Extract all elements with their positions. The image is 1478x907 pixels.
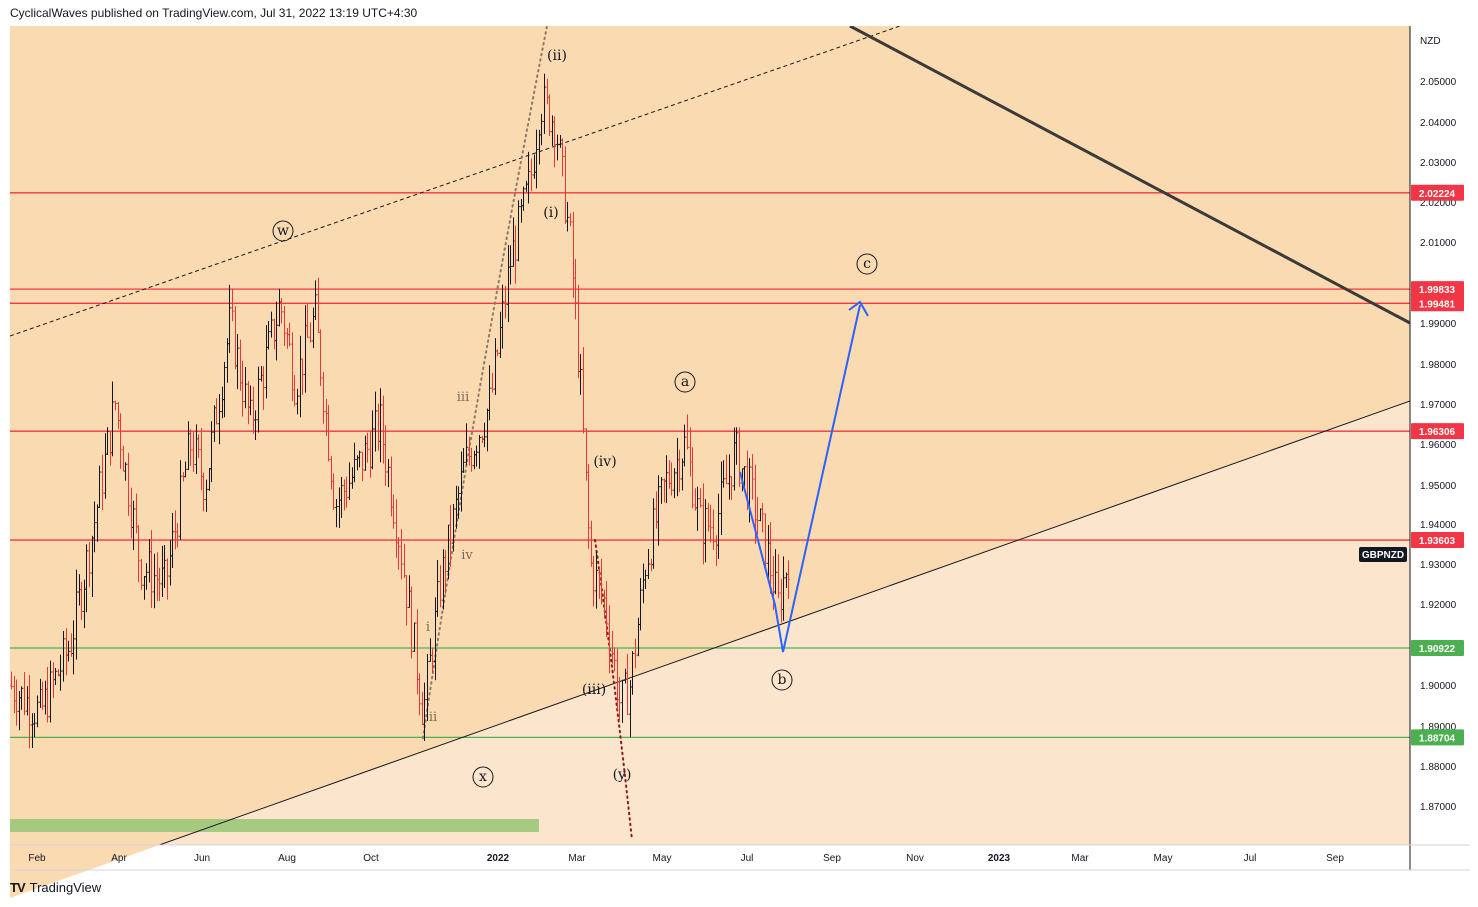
level-badge-label: 1.88704 <box>1419 733 1456 744</box>
symbol-tag <box>1359 547 1407 563</box>
time-tick-label: Mar <box>568 853 586 864</box>
time-tick-label: Mar <box>1071 853 1089 864</box>
wave-label-a: a <box>681 374 689 390</box>
price-tick-label: 1.90000 <box>1420 681 1457 692</box>
time-tick-label: Apr <box>111 853 127 864</box>
level-badge <box>1411 184 1464 201</box>
price-tick-label: 2.01000 <box>1420 238 1457 249</box>
demand-zone-box <box>10 819 539 832</box>
wave-label-paren: (ii) <box>547 48 567 64</box>
dashed-channel-line <box>10 26 901 337</box>
lower-trendline <box>157 400 1410 845</box>
level-badge-label: 1.96306 <box>1419 427 1456 438</box>
time-tick-label: 2022 <box>487 853 510 864</box>
time-tick-label: Jun <box>194 853 210 864</box>
wave-label-x: x <box>479 769 487 785</box>
wave-w-circle-icon <box>272 220 294 242</box>
price-tick-label: 1.87000 <box>1420 802 1457 813</box>
time-tick-label: May <box>653 853 672 864</box>
price-tick-label: 1.99000 <box>1420 319 1457 330</box>
wave-label-paren: (iv) <box>593 454 616 470</box>
wave-label-c: c <box>863 256 871 272</box>
price-tick-label: 1.88000 <box>1420 762 1457 773</box>
time-tick-label: 2023 <box>988 853 1011 864</box>
wave-c-circle-icon <box>856 253 878 275</box>
price-tick-label: 1.93000 <box>1420 560 1457 571</box>
wave-label-b: b <box>778 672 787 688</box>
price-tick-label: 1.92000 <box>1420 600 1457 611</box>
level-badge <box>1411 295 1464 312</box>
price-tick-label: 1.98000 <box>1420 360 1457 371</box>
publisher-info: CyclicalWaves published on TradingView.c… <box>10 6 418 20</box>
time-tick-label: Aug <box>278 853 296 864</box>
price-tick-label: 1.89000 <box>1420 722 1457 733</box>
wave-label-minor: iii <box>457 390 469 405</box>
level-badge <box>1411 532 1464 549</box>
candles-group <box>10 73 790 749</box>
level-badge-label: 1.99481 <box>1419 299 1456 310</box>
wave-label-minor: ii <box>429 710 437 725</box>
tradingview-logo-icon: TV <box>10 880 26 895</box>
level-badge-label: 1.90922 <box>1419 644 1456 655</box>
price-tick-label: 1.94000 <box>1420 520 1457 531</box>
time-tick-label: Sep <box>1326 853 1344 864</box>
wave-label-paren: (iii) <box>582 682 606 698</box>
tradingview-brand-name: TradingView <box>29 880 102 895</box>
tradingview-branding[interactable]: TV TradingView <box>10 880 101 895</box>
level-badge <box>1411 640 1464 657</box>
price-tick-label: 2.04000 <box>1420 118 1457 129</box>
time-tick-label: Sep <box>823 853 841 864</box>
level-badge-label: 1.99833 <box>1419 285 1456 296</box>
price-tick-label: 1.96000 <box>1420 440 1457 451</box>
currency-label: NZD <box>1420 36 1441 47</box>
price-tick-label: 1.97000 <box>1420 400 1457 411</box>
wave-label-paren: (i) <box>543 205 558 221</box>
level-badge <box>1411 281 1464 298</box>
projection-arrowhead <box>848 300 869 317</box>
time-tick-label: May <box>1154 853 1173 864</box>
projection-path <box>739 304 861 653</box>
wave-label-minor: i <box>426 620 430 635</box>
time-tick-label: Nov <box>906 853 924 864</box>
time-tick-label: Jul <box>1244 853 1257 864</box>
time-tick-label: Oct <box>363 853 379 864</box>
wave-label-w: w <box>277 223 289 239</box>
symbol-tag-label: GBPNZD <box>1362 550 1404 561</box>
level-badge-label: 2.02224 <box>1419 189 1456 200</box>
wave-label-paren: (y) <box>613 767 632 783</box>
wave-b-circle-icon <box>771 669 793 691</box>
wave-x-circle-icon <box>472 766 494 788</box>
level-badge-label: 1.93603 <box>1419 536 1456 547</box>
level-badge <box>1411 423 1464 440</box>
wave-a-circle-icon <box>674 371 696 393</box>
price-tick-label: 2.02000 <box>1420 198 1457 209</box>
level-badge <box>1411 729 1464 746</box>
dotted-wave-curve <box>422 26 548 739</box>
wave-label-minor: iv <box>461 548 473 563</box>
time-tick-label: Feb <box>28 853 46 864</box>
price-tick-label: 2.05000 <box>1420 77 1457 88</box>
time-tick-label: Jul <box>741 853 754 864</box>
price-tick-label: 1.95000 <box>1420 481 1457 492</box>
upper-shaded-zone <box>10 26 1410 898</box>
descending-trendline <box>849 26 1410 325</box>
price-tick-label: 2.03000 <box>1420 158 1457 169</box>
